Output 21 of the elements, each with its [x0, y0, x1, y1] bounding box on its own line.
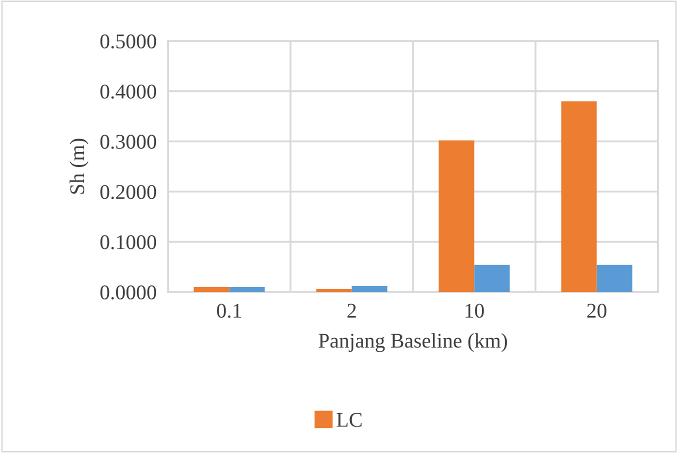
bar [561, 101, 597, 292]
bar [194, 286, 230, 292]
bar [316, 288, 352, 292]
y-tick-label: 0.5000 [100, 34, 156, 49]
y-tick-label: 0.0000 [100, 285, 156, 300]
y-tick-label: 0.3000 [100, 134, 156, 149]
x-axis-title: Panjang Baseline (km) [318, 333, 507, 352]
y-tick-label: 0.4000 [100, 84, 156, 99]
x-tick-label: 20 [587, 304, 606, 318]
y-axis-title: Sh (m) [70, 138, 88, 194]
x-tick-label: 10 [466, 304, 484, 318]
y-tick-label: 0.1000 [100, 235, 156, 250]
bar [229, 286, 265, 292]
x-tick-label: 2 [347, 304, 356, 318]
y-tick-label: 0.2000 [100, 184, 156, 200]
bar [352, 286, 388, 292]
x-tick-label: 0.1 [217, 304, 242, 318]
bar [474, 264, 510, 292]
legend-label: LC [336, 412, 362, 427]
bar [596, 264, 632, 292]
bar [438, 140, 474, 292]
